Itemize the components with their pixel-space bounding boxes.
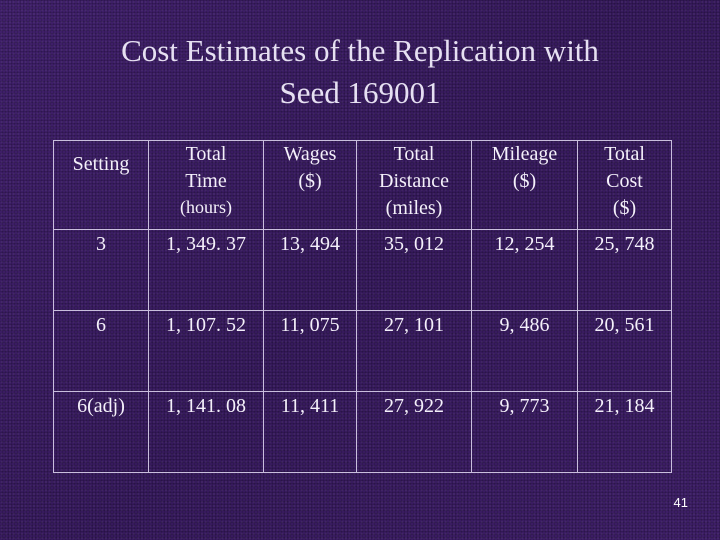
cell-total-time: 1, 349. 37	[148, 229, 264, 311]
cell-total-time: 1, 107. 52	[148, 310, 264, 392]
slide-title-line-2: Seed 169001	[279, 75, 441, 110]
table-row: 3 1, 349. 37 13, 494 35, 012 12, 254 25,…	[53, 229, 672, 311]
header-setting: Setting	[53, 140, 149, 230]
table-row: 6(adj) 1, 141. 08 11, 411 27, 922 9, 773…	[53, 391, 672, 473]
table-header-row: Setting Total Time (hours) Wages ($) Tot…	[53, 140, 672, 230]
slide-title: Cost Estimates of the Replication with S…	[40, 30, 680, 114]
cell-wages: 11, 411	[263, 391, 357, 473]
cell-total-distance: 27, 922	[356, 391, 472, 473]
cell-setting: 6	[53, 310, 149, 392]
header-mileage-line-2: ($)	[512, 170, 537, 192]
cell-wages: 13, 494	[263, 229, 357, 311]
header-total-time: Total Time (hours)	[148, 140, 264, 230]
cell-setting: 6(adj)	[53, 391, 149, 473]
cell-wages: 11, 075	[263, 310, 357, 392]
header-total-time-line-2: Time	[185, 170, 227, 192]
header-total-time-line-3: (hours)	[180, 197, 232, 217]
header-wages-line-2: ($)	[298, 170, 322, 192]
header-mileage-line-1: Mileage	[491, 143, 558, 165]
header-total-cost: Total Cost ($)	[577, 140, 672, 230]
cell-total-time: 1, 141. 08	[148, 391, 264, 473]
header-total-distance-line-3: (miles)	[385, 197, 443, 219]
header-setting-label: Setting	[72, 153, 130, 175]
page-number: 41	[673, 495, 688, 510]
cell-total-distance: 35, 012	[356, 229, 472, 311]
cell-total-cost: 21, 184	[577, 391, 672, 473]
table-row: 6 1, 107. 52 11, 075 27, 101 9, 486 20, …	[53, 310, 672, 392]
header-total-time-line-1: Total	[185, 143, 227, 165]
header-total-distance-line-2: Distance	[379, 170, 449, 192]
header-wages-line-1: Wages	[283, 143, 337, 165]
cost-estimates-table: Setting Total Time (hours) Wages ($) Tot…	[53, 140, 672, 473]
cell-total-cost: 20, 561	[577, 310, 672, 392]
header-wages: Wages ($)	[263, 140, 357, 230]
cell-total-cost: 25, 748	[577, 229, 672, 311]
cell-mileage: 12, 254	[471, 229, 578, 311]
header-total-distance: Total Distance (miles)	[356, 140, 472, 230]
header-total-cost-line-1: Total	[604, 143, 645, 165]
cell-total-distance: 27, 101	[356, 310, 472, 392]
cell-setting: 3	[53, 229, 149, 311]
slide-title-line-1: Cost Estimates of the Replication with	[121, 33, 599, 68]
cell-mileage: 9, 773	[471, 391, 578, 473]
header-total-cost-line-2: Cost	[606, 170, 643, 192]
header-mileage: Mileage ($)	[471, 140, 578, 230]
cell-mileage: 9, 486	[471, 310, 578, 392]
header-total-distance-line-1: Total	[393, 143, 435, 165]
header-total-cost-line-3: ($)	[612, 197, 637, 219]
